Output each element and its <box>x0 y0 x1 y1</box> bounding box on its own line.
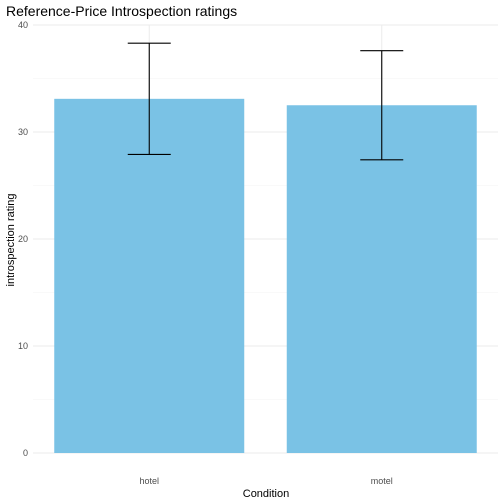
x-axis-ticks: hotel motel <box>139 476 392 486</box>
x-tick-label: hotel <box>139 476 159 486</box>
bar-hotel <box>54 98 245 453</box>
y-tick-label: 20 <box>18 234 28 244</box>
error-bars <box>127 42 404 161</box>
y-tick-label: 40 <box>18 20 28 30</box>
y-tick-label: 30 <box>18 127 28 137</box>
chart-title: Reference-Price Introspection ratings <box>6 3 237 19</box>
x-tick-label: motel <box>371 476 393 486</box>
y-axis-label: introspection rating <box>5 194 17 287</box>
y-axis-ticks: 0 10 20 30 40 <box>18 20 28 458</box>
bar-motel <box>286 105 477 453</box>
x-axis-label: Condition <box>243 488 289 500</box>
error-bar-motel <box>360 50 404 161</box>
y-tick-label: 10 <box>18 341 28 351</box>
y-tick-label: 0 <box>23 448 28 458</box>
error-bar-hotel <box>127 42 171 156</box>
bars <box>54 98 477 453</box>
